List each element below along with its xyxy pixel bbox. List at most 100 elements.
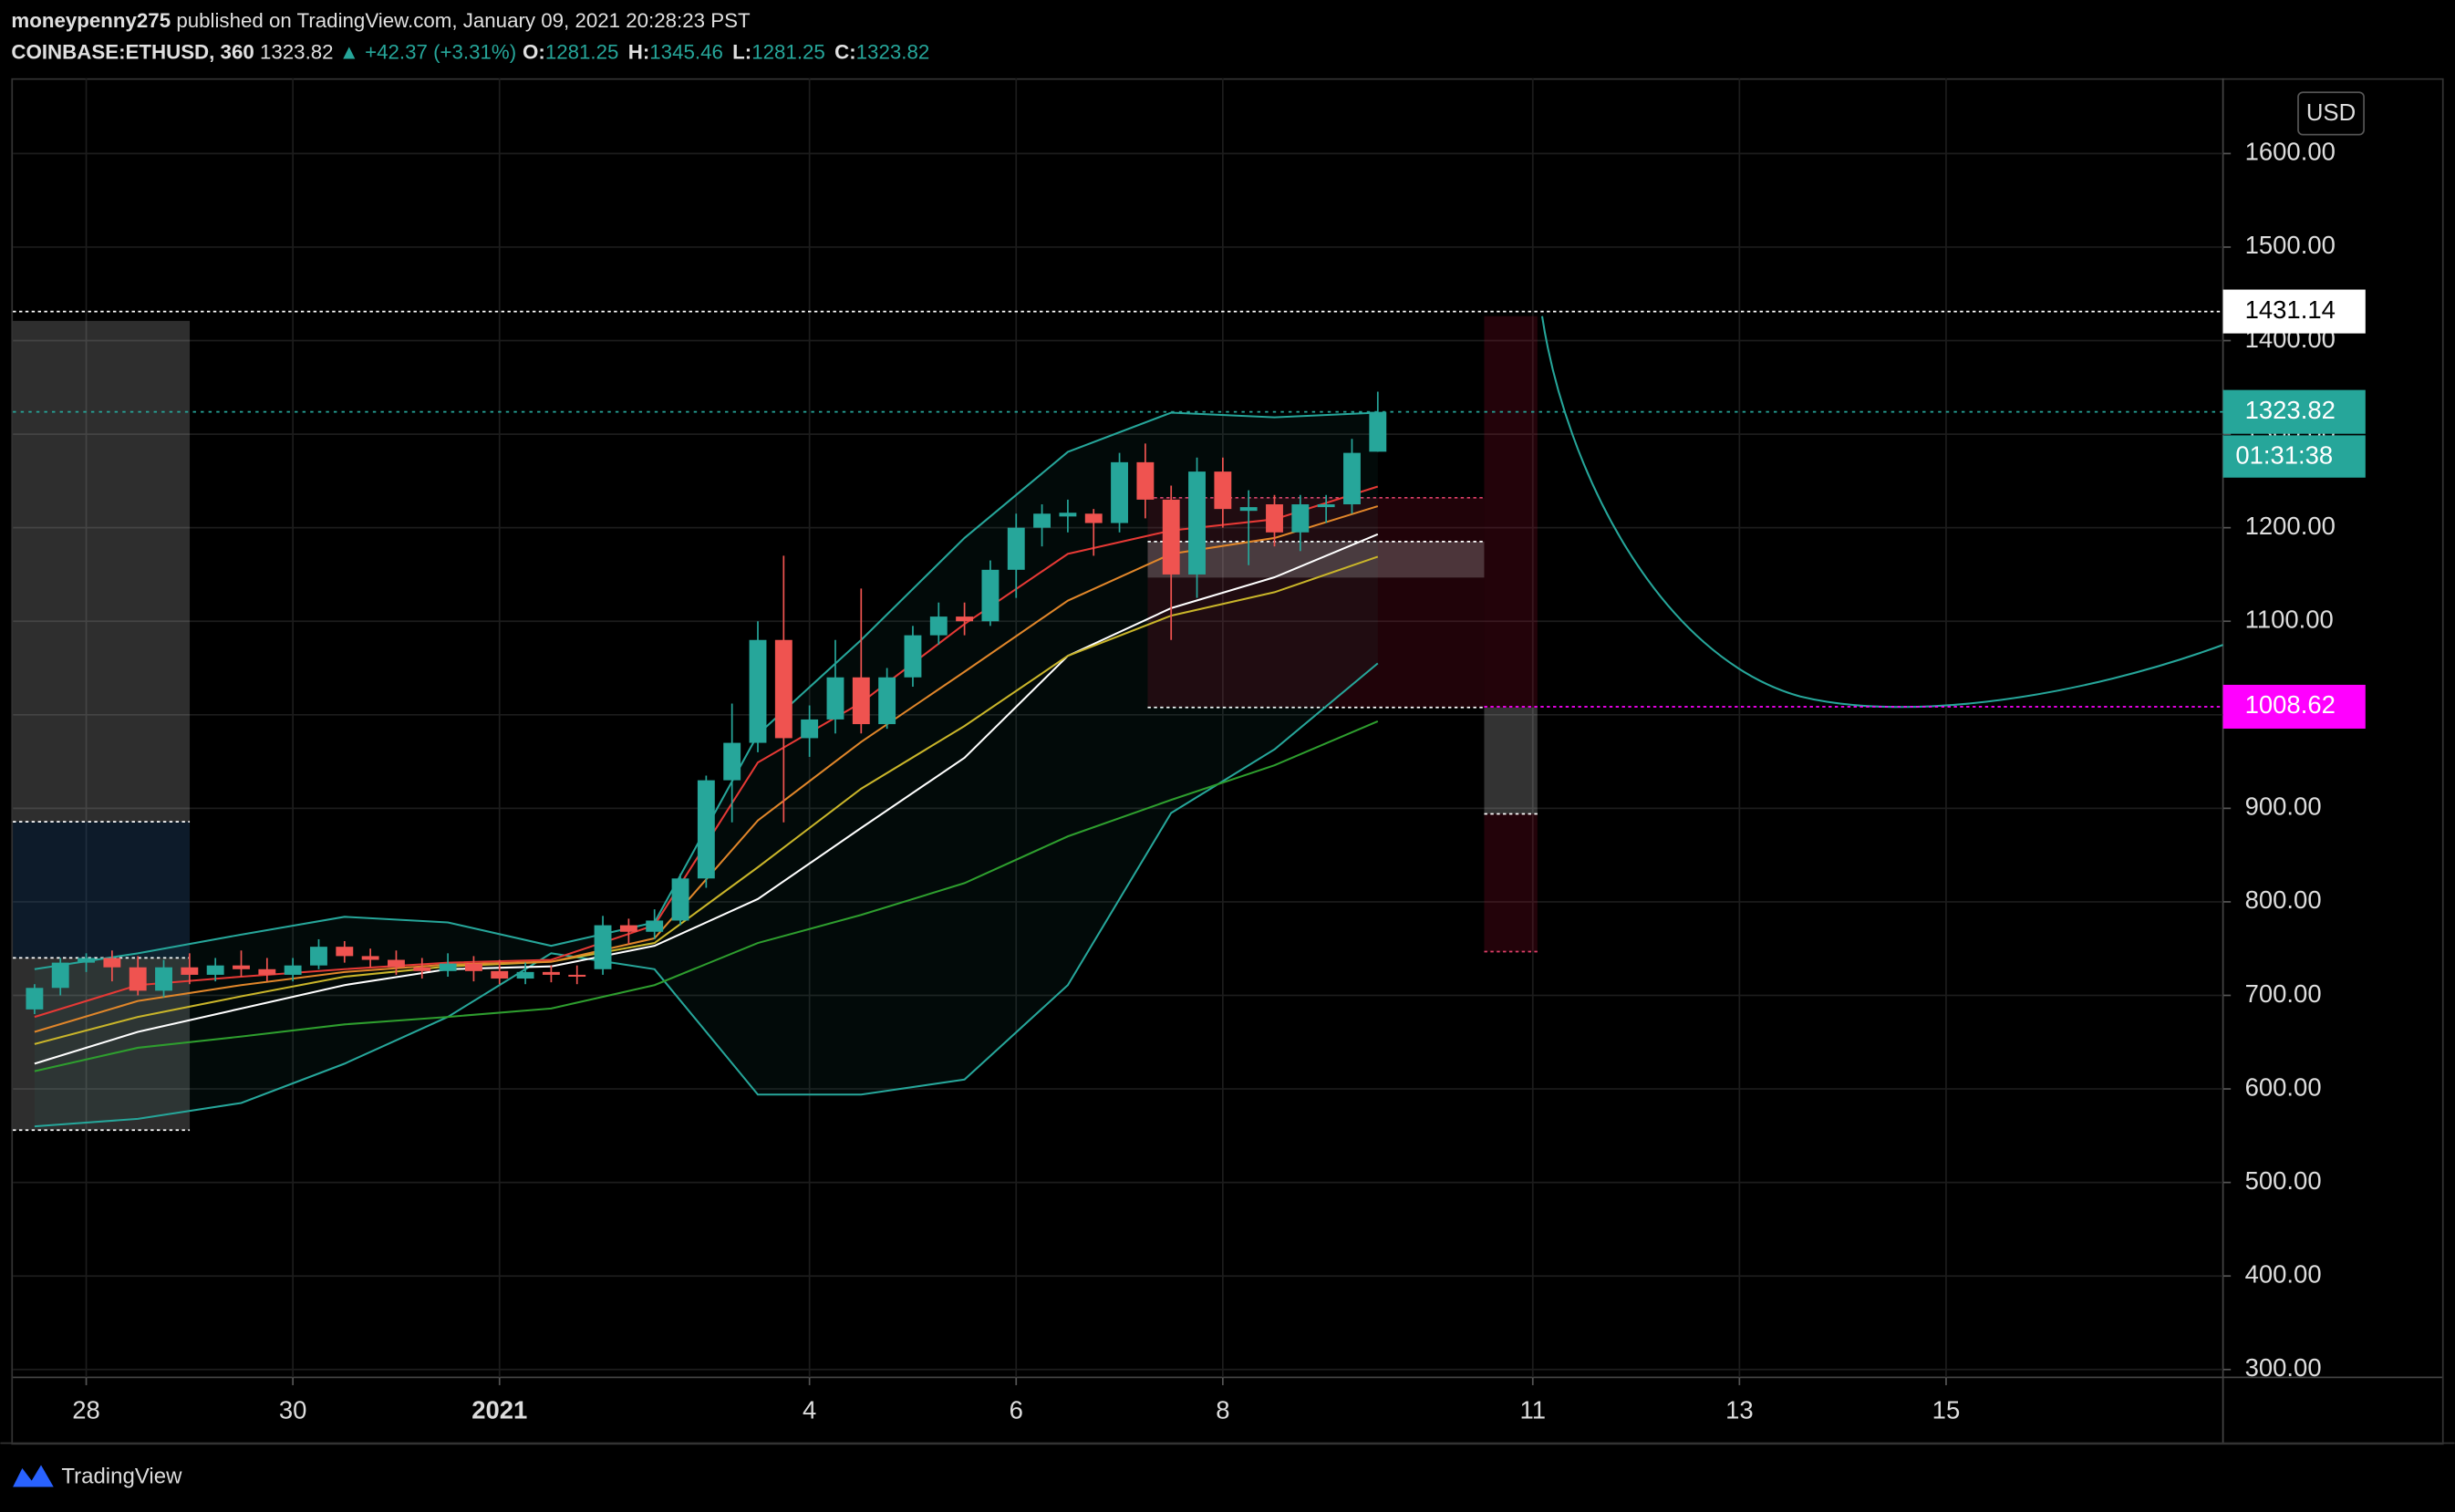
symbol: COINBASE:ETHUSD, 360: [11, 40, 254, 63]
change: +42.37 (+3.31%): [365, 40, 516, 63]
x-tick-label: 11: [1520, 1395, 1547, 1424]
candle-body: [439, 963, 457, 971]
indicator-line: [34, 662, 1379, 1128]
zone-box: [1484, 813, 1538, 952]
candle-body: [78, 958, 95, 963]
candle-body: [568, 974, 586, 977]
candle-body: [826, 677, 844, 720]
ohlc-key: O:: [523, 40, 545, 63]
x-tick-label: 6: [1010, 1395, 1023, 1424]
last-price-tag: [2222, 389, 2366, 434]
candle-body: [51, 962, 69, 989]
indicator-line: [34, 533, 1379, 1065]
candle-body: [26, 988, 44, 1010]
candle-body: [206, 965, 224, 975]
candle-body: [619, 925, 637, 932]
y-tick-label: 600.00: [2245, 1072, 2322, 1101]
ohlc-value: 1323.82: [856, 40, 930, 63]
candle-body: [310, 947, 327, 966]
zone-box: [13, 320, 191, 823]
candle-body: [1007, 527, 1025, 570]
candle-body: [361, 956, 379, 960]
last: 1323.82: [260, 40, 334, 63]
x-tick-label: 4: [803, 1395, 816, 1424]
candle-body: [1162, 499, 1180, 575]
candle-body: [516, 971, 534, 979]
y-tick-label: 700.00: [2245, 979, 2322, 1008]
candle-body: [1059, 513, 1077, 517]
candle-body: [1291, 504, 1310, 533]
currency-box: [2297, 91, 2365, 136]
candle-body: [1033, 513, 1051, 528]
level-tag: [2222, 684, 2366, 729]
candle-body: [1214, 471, 1232, 510]
currency: USD: [2306, 100, 2356, 126]
countdown: 01:31:38: [2235, 441, 2333, 470]
level-tag: [2222, 289, 2366, 334]
y-tick-label: 1200.00: [2245, 512, 2336, 540]
candle-body: [904, 635, 922, 678]
candle-body: [491, 970, 509, 979]
ohlc-value: 1345.46: [649, 40, 723, 63]
candle-body: [1136, 461, 1155, 500]
publisher: moneypenny275: [11, 9, 171, 32]
candle-body: [155, 967, 172, 991]
candle-body: [284, 965, 302, 975]
candle-body: [594, 925, 612, 969]
y-tick-label: 1600.00: [2245, 138, 2336, 166]
candle-body: [646, 920, 664, 932]
level-label: 1431.14: [2245, 295, 2336, 324]
last-price-label: 1323.82: [2245, 396, 2336, 424]
candle-body: [1266, 504, 1283, 533]
candle-body: [1111, 461, 1128, 523]
indicator-line: [34, 555, 1379, 1045]
ohlc-value: 1281.25: [751, 40, 825, 63]
candle-body: [1239, 507, 1258, 512]
y-tick-label: 900.00: [2245, 792, 2322, 821]
candle-body: [336, 947, 354, 957]
candle-body: [464, 963, 482, 971]
y-tick-label: 500.00: [2245, 1166, 2322, 1195]
indicator-line: [34, 720, 1379, 1072]
y-tick-label: 300.00: [2245, 1353, 2322, 1382]
brand-logo: [13, 1465, 54, 1487]
candle-body: [956, 616, 974, 622]
symbol-line: COINBASE:ETHUSD, 360 1323.82 ▲ +42.37 (+…: [11, 40, 929, 63]
candle-body: [542, 971, 560, 975]
zone-box: [13, 822, 191, 958]
band-fill: [34, 412, 1378, 1127]
candle-body: [697, 780, 715, 879]
ohlc-key: C:: [834, 40, 856, 63]
x-tick-label: 8: [1216, 1395, 1229, 1424]
ohlc-key: H:: [628, 40, 650, 63]
candle-body: [723, 742, 741, 781]
candle-body: [1084, 513, 1103, 523]
candle-body: [258, 968, 276, 975]
x-tick-label: 28: [72, 1395, 100, 1424]
zone-box: [1484, 316, 1538, 708]
candle-body: [388, 959, 405, 968]
candle-body: [413, 967, 431, 971]
candle-body: [749, 639, 767, 743]
candle-body: [129, 967, 147, 991]
published: published on TradingView.com, January 09…: [176, 9, 751, 32]
countdown-tag: [2222, 435, 2366, 478]
level-label: 1008.62: [2245, 690, 2336, 719]
candle-body: [233, 965, 250, 969]
zone-box: [1484, 707, 1538, 814]
y-tick-label: 1500.00: [2245, 231, 2336, 259]
candle-body: [878, 677, 896, 725]
candle-body: [181, 967, 199, 975]
candle-body: [852, 677, 870, 725]
candle-body: [1188, 471, 1206, 575]
candle-body: [671, 878, 689, 921]
candle-body: [981, 569, 1000, 622]
ohlc-value: 1281.25: [545, 40, 619, 63]
x-tick-label: 2021: [471, 1395, 527, 1424]
y-tick-label: 1100.00: [2245, 605, 2334, 633]
forecast-curve: [1540, 316, 2223, 709]
candle-body: [774, 639, 792, 739]
x-tick-label: 15: [1932, 1395, 1961, 1424]
